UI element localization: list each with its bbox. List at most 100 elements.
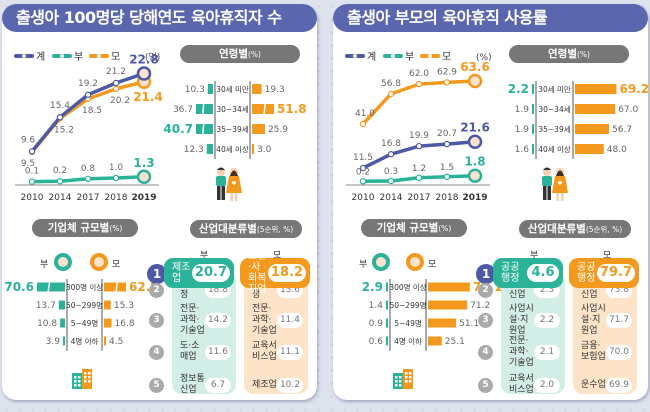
legend-marker-mother bbox=[97, 54, 101, 58]
industry-value: 79.7 bbox=[596, 264, 635, 282]
panel-title: 출생아 100명당 당해연도 육아휴직자 수 bbox=[2, 4, 317, 32]
data-point bbox=[112, 85, 120, 93]
value-label-father: 2.2 bbox=[508, 82, 529, 96]
industry-value: 2.2 bbox=[534, 312, 560, 328]
legend-marker-father bbox=[391, 54, 395, 58]
data-point bbox=[443, 79, 451, 86]
data-point bbox=[112, 174, 120, 182]
value-label-father: 12.3 bbox=[184, 145, 204, 155]
industry-mother-row: 전문·과학·기술업 11.4 bbox=[244, 304, 308, 336]
data-point bbox=[387, 90, 395, 98]
industry-label: 공공행정 bbox=[501, 262, 520, 284]
x-tick-label: 2019 bbox=[462, 193, 487, 203]
industry-value: 18.2 bbox=[267, 264, 306, 282]
building-icon bbox=[393, 369, 413, 389]
size-section-pill: 기업체 규모별(%) bbox=[361, 219, 467, 237]
data-label: 9.5 bbox=[21, 159, 35, 169]
data-label: 0.8 bbox=[81, 164, 96, 174]
panel-leave-takers-per-100-births: 출생아 100명당 당해연도 육아휴직자 수 계 부 모 (명) 2010 2014 201… bbox=[2, 4, 317, 400]
father-face-icon bbox=[54, 253, 72, 271]
building-icon bbox=[72, 369, 92, 389]
bar-father bbox=[386, 318, 388, 328]
industry-value: 2.0 bbox=[534, 377, 560, 393]
bar-father bbox=[532, 104, 534, 114]
data-label: 19.9 bbox=[409, 131, 429, 141]
age-section-pill: 연령별(%) bbox=[180, 45, 300, 63]
industry-value: 11.6 bbox=[204, 344, 231, 360]
category-label: 300명 이상 bbox=[389, 282, 426, 292]
value-label-mother: 67.0 bbox=[618, 105, 638, 115]
industry-father-rank1: 제조업 20.7 bbox=[164, 258, 234, 288]
industry-mother-row: 금융·보험업 70.0 bbox=[573, 340, 637, 364]
industry-father-row: 도·소매업 11.6 bbox=[172, 340, 236, 364]
bar-father bbox=[207, 84, 213, 94]
bar-father bbox=[532, 144, 534, 154]
data-point bbox=[359, 120, 367, 128]
rank-badge-1: 1 bbox=[476, 264, 496, 284]
value-label-mother: 3.0 bbox=[257, 145, 272, 155]
bar-father bbox=[196, 124, 213, 134]
value-label-mother: 71.2 bbox=[470, 301, 490, 311]
industry-father-header: 부 bbox=[530, 251, 539, 261]
data-point bbox=[359, 164, 367, 172]
data-point bbox=[415, 174, 423, 181]
bar-mother bbox=[104, 300, 111, 310]
value-label-mother: 69.2 bbox=[620, 82, 648, 96]
father-label: 부 bbox=[359, 260, 368, 270]
value-label-father: 1.4 bbox=[369, 301, 384, 311]
category-label: 4명 이하 bbox=[71, 336, 99, 346]
data-label: 1.8 bbox=[464, 155, 485, 169]
data-label: 41.0 bbox=[355, 109, 375, 119]
bar-father bbox=[60, 318, 65, 328]
father-face-icon bbox=[372, 253, 390, 271]
size-title: 기업체 규모별 bbox=[376, 222, 439, 234]
value-label-mother: 51.8 bbox=[277, 102, 307, 116]
x-tick-label: 2010 bbox=[21, 193, 44, 203]
data-label: 19.2 bbox=[78, 79, 98, 89]
category-label: 35~39세 bbox=[538, 125, 570, 134]
x-tick-label: 2019 bbox=[131, 193, 156, 203]
data-point bbox=[443, 173, 451, 180]
value-label-mother: 4.5 bbox=[109, 337, 123, 347]
bar-mother bbox=[252, 84, 262, 94]
industry-father-row: 사업시설·지원업 2.2 bbox=[501, 304, 565, 336]
bar-mother bbox=[104, 282, 126, 292]
data-point bbox=[28, 178, 36, 185]
data-point-highlight bbox=[136, 169, 152, 185]
value-label-father: 13.7 bbox=[36, 301, 56, 311]
data-label: 1.2 bbox=[412, 164, 426, 174]
couple-illustration-icon bbox=[542, 167, 568, 201]
value-label-mother: 48.0 bbox=[607, 145, 627, 155]
father-label: 부 bbox=[40, 260, 49, 270]
age-unit: (%) bbox=[248, 50, 261, 59]
data-point bbox=[387, 151, 395, 158]
value-label-father: 0.6 bbox=[369, 337, 384, 347]
data-label: 18.5 bbox=[82, 106, 102, 116]
legend-label-total: 계 bbox=[36, 51, 45, 63]
category-label: 50~299명 bbox=[389, 300, 426, 310]
data-label: 0.2 bbox=[356, 167, 370, 177]
category-label: 30세 미만 bbox=[216, 85, 249, 94]
x-tick-label: 2014 bbox=[49, 193, 72, 203]
legend-marker-total bbox=[353, 54, 357, 58]
bar-mother bbox=[252, 124, 265, 134]
value-label-mother: 51.1 bbox=[459, 319, 479, 329]
bar-father bbox=[385, 282, 388, 292]
rank-badge-1: 1 bbox=[147, 264, 167, 284]
industry-section-pill: 산업대분류별(5순위, %) bbox=[519, 220, 631, 238]
data-label: 9.6 bbox=[21, 135, 36, 145]
x-tick-label: 2017 bbox=[77, 193, 100, 203]
industry-label: 전문·과학·기술업 bbox=[180, 303, 205, 336]
mother-face-icon bbox=[90, 253, 108, 271]
category-label: 30세 미만 bbox=[538, 85, 571, 94]
legend-label-mother: 모 bbox=[442, 52, 451, 63]
industry-value: 4.6 bbox=[527, 264, 559, 282]
category-label: 40세 이상 bbox=[538, 144, 571, 154]
category-label: 4명 이하 bbox=[394, 336, 422, 346]
industry-label: 금융·보험업 bbox=[581, 341, 606, 362]
bar-break-mark bbox=[263, 103, 266, 115]
couple-illustration-icon bbox=[216, 167, 242, 201]
industry-value: 70.0 bbox=[605, 344, 632, 360]
data-point bbox=[415, 142, 423, 150]
bar-break-mark bbox=[115, 282, 118, 292]
